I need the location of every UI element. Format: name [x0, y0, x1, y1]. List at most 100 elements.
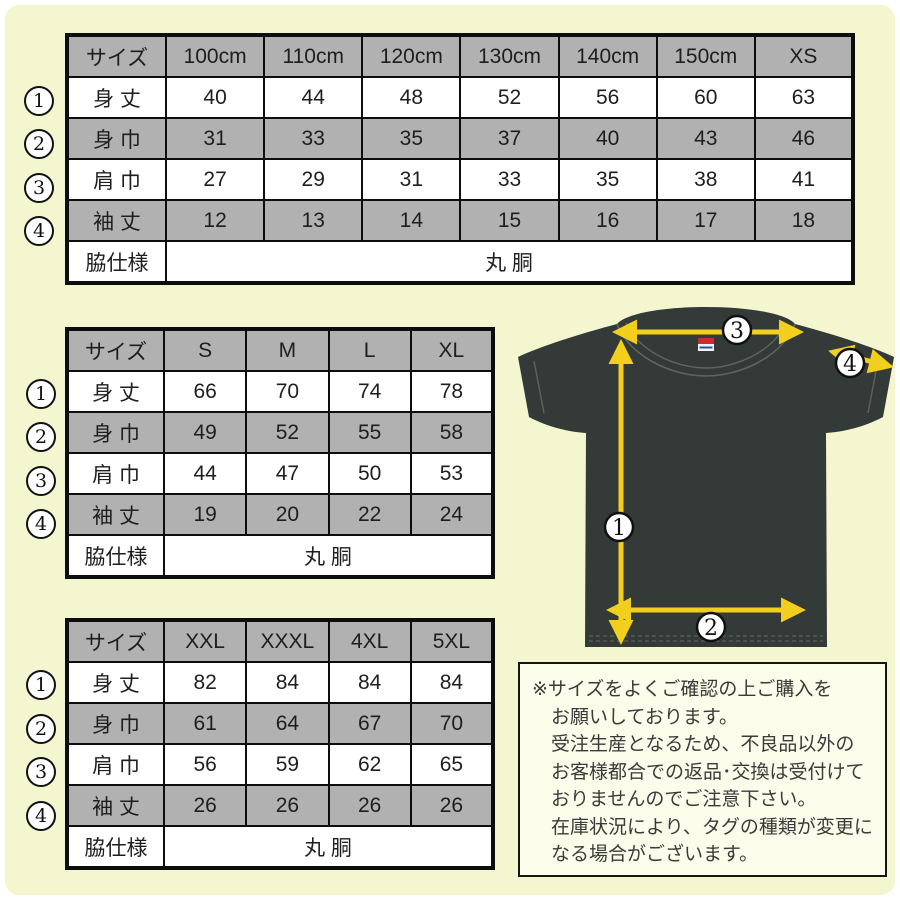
value-cell: 60 — [655, 76, 756, 119]
note-line: ※サイズをよくご確認の上ご購入を — [532, 679, 833, 700]
row-label: 脇仕様 — [66, 240, 167, 284]
note-line: お客様都合での返品･交換は受付けて — [551, 761, 865, 783]
value-cell: 18 — [753, 199, 855, 242]
row-label: 身 丈 — [66, 661, 165, 704]
note-line: なる場合がございます。 — [551, 844, 759, 865]
value-cell: 20 — [245, 493, 330, 536]
value-cell: 14 — [361, 199, 462, 242]
table-row: 身 丈 40 44 48 52 56 60 63 — [66, 76, 855, 119]
column-header: 120cm — [361, 34, 462, 78]
value-cell: 44 — [263, 76, 364, 119]
side-spec-value: 丸 胴 — [163, 534, 494, 578]
value-cell: 53 — [409, 452, 495, 495]
value-cell: 58 — [409, 411, 495, 454]
column-header: 110cm — [263, 34, 364, 78]
note-line: 在庫状況により、タグの種類が変更に — [551, 816, 873, 838]
diagram-callout-3: 3 — [721, 314, 753, 346]
collar-stitch-inner — [625, 322, 787, 369]
value-cell: 64 — [245, 702, 330, 745]
value-cell: 29 — [263, 158, 364, 201]
row-label: 肩 巾 — [66, 743, 165, 786]
row-label: 身 巾 — [66, 117, 167, 160]
column-header: XS — [753, 34, 855, 78]
note-line: おりませんのでご注意下さい。 — [551, 789, 817, 810]
row-callout-4: 4 — [24, 216, 54, 246]
value-cell: 78 — [409, 370, 495, 413]
svg-text:4: 4 — [843, 352, 857, 377]
note-line: 受注生産となるため、不良品以外の — [551, 734, 855, 755]
table-row: 袖 丈 26 26 26 26 — [66, 784, 495, 827]
column-header: 130cm — [459, 34, 560, 78]
column-header: L — [327, 328, 412, 372]
row-callout-2: 2 — [26, 714, 56, 744]
column-header: XXXL — [245, 619, 330, 663]
value-cell: 16 — [557, 199, 658, 242]
value-cell: 63 — [753, 76, 855, 119]
value-cell: 82 — [162, 661, 248, 704]
table-footer-row: 脇仕様 丸 胴 — [66, 534, 494, 578]
value-cell: 55 — [327, 411, 412, 454]
value-cell: 27 — [164, 158, 266, 201]
value-cell: 41 — [753, 158, 855, 201]
left-sleeve-stitch — [533, 360, 545, 414]
value-cell: 26 — [245, 784, 330, 827]
row-callout-1: 1 — [26, 379, 56, 409]
column-header: XXL — [162, 619, 248, 663]
table-footer-row: 脇仕様 丸 胴 — [66, 240, 854, 284]
brand-tag — [698, 338, 714, 351]
row-callout-1: 1 — [26, 670, 56, 700]
table-row: 身 丈 66 70 74 78 — [66, 370, 495, 413]
row-label: 袖 丈 — [66, 199, 167, 242]
value-cell: 37 — [459, 117, 560, 160]
value-cell: 19 — [162, 493, 248, 536]
row-callout-1: 1 — [24, 86, 54, 116]
value-cell: 26 — [327, 784, 412, 827]
table-row: 肩 巾 44 47 50 53 — [66, 452, 495, 495]
column-header: 140cm — [557, 34, 658, 78]
row-callout-2: 2 — [26, 422, 56, 452]
row-callout-3: 3 — [26, 757, 56, 787]
value-cell: 84 — [245, 661, 330, 704]
row-callout-3: 3 — [26, 466, 56, 496]
table-footer-row: 脇仕様 丸 胴 — [66, 825, 494, 869]
value-cell: 46 — [753, 117, 855, 160]
value-cell: 50 — [327, 452, 412, 495]
purchase-note-box: ※サイズをよくご確認の上ご購入を お願いしております。 受注生産となるため、不良… — [518, 662, 887, 877]
table-row: 身 巾 61 64 67 70 — [66, 702, 495, 745]
value-cell: 35 — [557, 158, 658, 201]
column-header: M — [245, 328, 330, 372]
table-row: 肩 巾 56 59 62 65 — [66, 743, 495, 786]
table-row: 身 巾 49 52 55 58 — [66, 411, 495, 454]
value-cell: 40 — [557, 117, 658, 160]
value-cell: 38 — [655, 158, 756, 201]
value-cell: 74 — [327, 370, 412, 413]
value-cell: 62 — [327, 743, 412, 786]
value-cell: 31 — [361, 158, 462, 201]
column-header: 5XL — [409, 619, 495, 663]
value-cell: 15 — [459, 199, 560, 242]
value-cell: 65 — [409, 743, 495, 786]
table-row: 肩 巾 27 29 31 33 35 38 41 — [66, 158, 855, 201]
table-row: 身 丈 82 84 84 84 — [66, 661, 495, 704]
table-row: 袖 丈 12 13 14 15 16 17 18 — [66, 199, 855, 242]
value-cell: 49 — [162, 411, 248, 454]
value-cell: 48 — [361, 76, 462, 119]
svg-text:2: 2 — [704, 616, 718, 641]
column-header: 4XL — [327, 619, 412, 663]
side-spec-value: 丸 胴 — [165, 240, 854, 284]
row-label: 身 丈 — [66, 76, 167, 119]
row-callout-4: 4 — [26, 509, 56, 539]
row-callout-2: 2 — [24, 129, 54, 159]
table-header-row: サイズ XXL XXXL 4XL 5XL — [66, 619, 495, 663]
row-label: 肩 巾 — [66, 158, 167, 201]
value-cell: 40 — [164, 76, 266, 119]
value-cell: 26 — [162, 784, 248, 827]
value-cell: 12 — [164, 199, 266, 242]
value-cell: 56 — [557, 76, 658, 119]
value-cell: 52 — [459, 76, 560, 119]
table-row: 身 巾 31 33 35 37 40 43 46 — [66, 117, 855, 160]
column-header: 150cm — [655, 34, 756, 78]
row-label: 脇仕様 — [66, 534, 165, 578]
column-header: XL — [409, 328, 495, 372]
row-callout-4: 4 — [26, 801, 56, 831]
